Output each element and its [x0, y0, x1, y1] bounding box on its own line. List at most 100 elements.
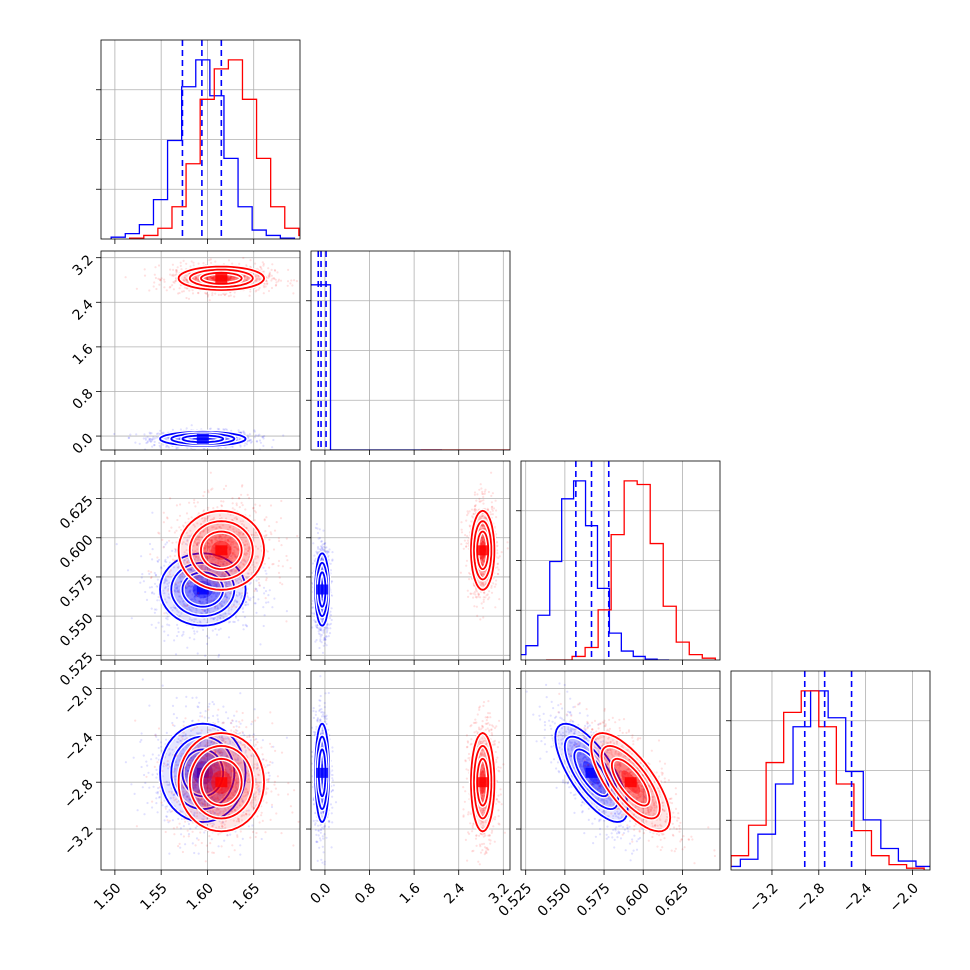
sample-point	[195, 276, 198, 279]
sample-point	[271, 263, 274, 266]
sample-point	[480, 543, 483, 546]
sample-point	[193, 498, 196, 502]
sample-point	[322, 631, 325, 634]
sample-point	[218, 535, 221, 538]
sample-point	[178, 438, 181, 441]
sample-point	[249, 599, 252, 602]
sample-point	[223, 574, 226, 577]
sample-point	[165, 560, 168, 564]
sample-point	[236, 600, 239, 604]
sample-point	[258, 584, 261, 587]
sample-point	[223, 536, 226, 539]
sample-point	[190, 598, 193, 601]
sample-point	[314, 640, 317, 643]
sample-point	[190, 516, 193, 519]
sample-point	[178, 614, 181, 618]
sample-point	[207, 542, 210, 545]
sample-point	[203, 569, 206, 572]
sample-point	[268, 525, 271, 528]
sample-point	[183, 276, 186, 279]
sample-point	[138, 442, 141, 445]
sample-point	[240, 493, 243, 496]
sample-point	[267, 601, 270, 604]
sample-point	[216, 557, 219, 560]
sample-point	[235, 555, 238, 558]
sample-point	[135, 287, 138, 290]
sample-point	[177, 581, 180, 584]
sample-point	[195, 538, 198, 541]
sample-point	[236, 595, 239, 598]
sample-point	[213, 617, 216, 620]
sample-point	[313, 559, 316, 562]
sample-point	[195, 542, 198, 545]
sample-point	[166, 517, 169, 520]
sample-point	[323, 542, 326, 545]
histogram-series-series_a-param-2	[521, 480, 670, 660]
sample-point	[195, 276, 198, 279]
sample-point	[319, 545, 322, 548]
sample-point	[174, 653, 178, 656]
sample-point	[207, 506, 210, 509]
sample-point	[216, 618, 219, 621]
sample-point	[207, 538, 211, 541]
sample-point	[211, 591, 214, 594]
sample-point	[254, 503, 257, 506]
sample-point	[223, 539, 226, 542]
sample-point	[321, 558, 324, 561]
sample-point	[227, 621, 230, 624]
sample-point	[239, 520, 242, 523]
sample-point	[202, 530, 205, 533]
sample-point	[235, 516, 238, 519]
sample-point	[172, 288, 175, 291]
sample-point	[163, 560, 167, 563]
sample-point	[210, 276, 213, 279]
sample-point	[170, 606, 173, 609]
sample-point	[195, 543, 199, 547]
sample-point	[220, 293, 223, 296]
sample-point	[210, 488, 213, 491]
sample-point	[174, 582, 177, 585]
sample-point	[318, 537, 321, 540]
sample-point	[220, 500, 223, 503]
sample-point	[155, 287, 158, 291]
sample-point	[241, 504, 244, 507]
sample-point	[231, 554, 234, 557]
sample-point	[209, 555, 212, 558]
sample-point	[249, 581, 252, 585]
sample-point	[176, 609, 179, 612]
sample-point	[134, 441, 137, 444]
sample-point	[208, 556, 211, 560]
sample-point	[169, 273, 172, 276]
sample-point	[152, 436, 155, 439]
sample-point	[270, 533, 273, 536]
sample-point	[241, 522, 244, 526]
sample-point	[273, 529, 277, 532]
sample-point	[223, 600, 226, 603]
sample-point	[215, 543, 218, 546]
sample-point	[185, 427, 188, 430]
sample-point	[224, 540, 227, 543]
sample-point	[217, 581, 220, 584]
sample-point	[221, 524, 225, 527]
sample-point	[241, 607, 244, 610]
sample-point	[280, 499, 283, 503]
sample-point	[321, 548, 325, 551]
sample-point	[175, 541, 178, 544]
sample-point	[185, 279, 188, 282]
sample-point	[224, 437, 228, 440]
sample-point	[208, 276, 212, 279]
sample-point	[214, 605, 217, 608]
sample-point	[153, 440, 156, 443]
sample-point	[227, 612, 230, 615]
sample-point	[316, 546, 320, 549]
sample-point	[227, 279, 230, 282]
sample-point	[219, 526, 222, 529]
sample-point	[301, 590, 303, 592]
sample-point	[210, 538, 214, 542]
sample-point	[480, 487, 483, 490]
sample-point	[196, 501, 199, 504]
sample-point	[158, 283, 161, 286]
sample-point	[244, 278, 247, 281]
sample-point	[232, 546, 236, 549]
